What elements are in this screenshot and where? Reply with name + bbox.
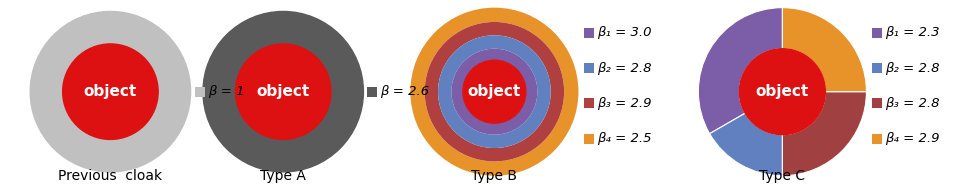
Wedge shape bbox=[451, 49, 538, 135]
Text: β₄ = 2.5: β₄ = 2.5 bbox=[597, 132, 652, 145]
Wedge shape bbox=[424, 22, 564, 161]
Bar bbox=[585, 28, 594, 38]
Text: β₂ = 2.8: β₂ = 2.8 bbox=[597, 62, 652, 75]
Wedge shape bbox=[410, 8, 579, 176]
Text: Previous  cloak: Previous cloak bbox=[59, 169, 162, 183]
Bar bbox=[585, 134, 594, 144]
Text: β₂ = 2.8: β₂ = 2.8 bbox=[885, 62, 940, 75]
Bar bbox=[195, 87, 204, 97]
Text: Type B: Type B bbox=[471, 169, 517, 183]
Bar bbox=[873, 28, 882, 38]
Bar bbox=[585, 63, 594, 73]
Text: β₃ = 2.8: β₃ = 2.8 bbox=[885, 97, 940, 110]
Bar bbox=[873, 134, 882, 144]
Text: Type A: Type A bbox=[260, 169, 306, 183]
Wedge shape bbox=[782, 92, 867, 176]
Circle shape bbox=[739, 49, 826, 135]
Bar bbox=[873, 98, 882, 108]
Text: β₄ = 2.9: β₄ = 2.9 bbox=[885, 132, 940, 145]
Text: object: object bbox=[84, 84, 137, 99]
Bar bbox=[585, 98, 594, 108]
Wedge shape bbox=[698, 8, 782, 134]
Text: β = 1: β = 1 bbox=[207, 85, 244, 98]
Text: β₃ = 2.9: β₃ = 2.9 bbox=[597, 97, 652, 110]
Text: β₁ = 2.3: β₁ = 2.3 bbox=[885, 26, 940, 39]
Bar bbox=[368, 87, 377, 97]
Wedge shape bbox=[709, 113, 782, 176]
Bar bbox=[873, 63, 882, 73]
Circle shape bbox=[463, 60, 526, 123]
Text: object: object bbox=[756, 84, 809, 99]
Text: β₁ = 3.0: β₁ = 3.0 bbox=[597, 26, 652, 39]
Circle shape bbox=[235, 44, 331, 139]
Text: object: object bbox=[256, 84, 310, 99]
Text: Type C: Type C bbox=[759, 169, 805, 183]
Wedge shape bbox=[782, 8, 867, 92]
Wedge shape bbox=[438, 35, 551, 148]
Circle shape bbox=[62, 44, 158, 139]
Text: β = 2.6: β = 2.6 bbox=[380, 85, 429, 98]
Circle shape bbox=[203, 11, 364, 172]
Circle shape bbox=[30, 11, 191, 172]
Text: object: object bbox=[468, 84, 521, 99]
